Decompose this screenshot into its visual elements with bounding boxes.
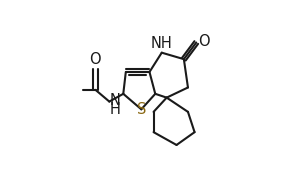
Text: NH: NH — [151, 36, 172, 51]
Text: S: S — [137, 102, 147, 117]
Text: N: N — [110, 93, 121, 108]
Text: O: O — [198, 34, 209, 49]
Text: H: H — [110, 102, 121, 117]
Text: O: O — [89, 52, 101, 67]
